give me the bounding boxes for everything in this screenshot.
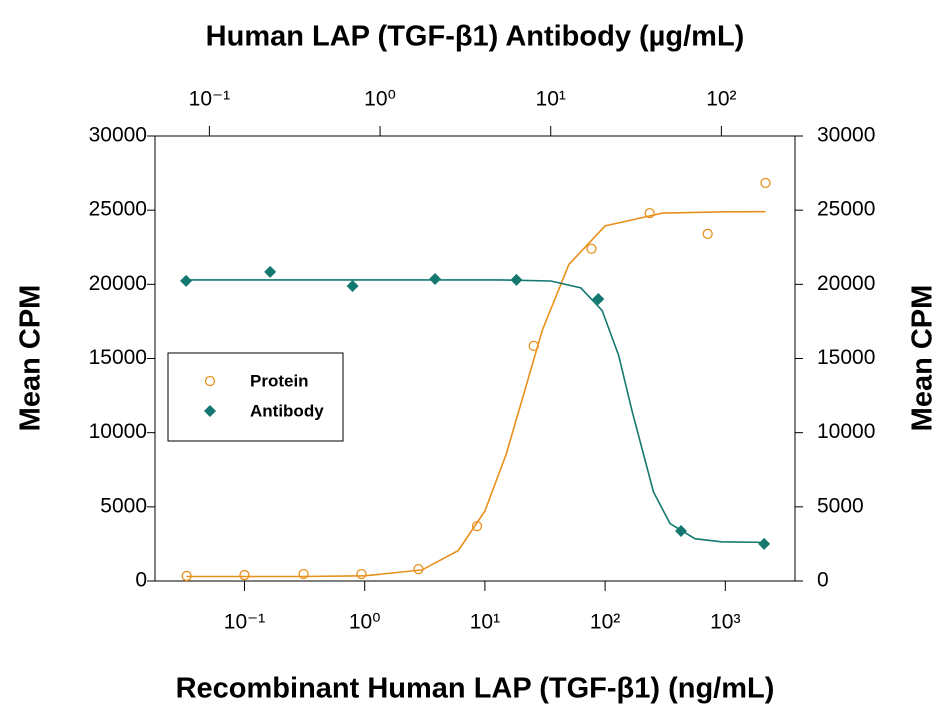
data-point [760,177,771,189]
y2-axis-title: Mean CPM [907,285,939,432]
x-tick-label: 10⁻¹ [224,611,265,634]
y-axis-title: Mean CPM [15,285,47,432]
legend-marker [204,405,216,417]
y-tick-label: 15000 [89,346,147,369]
y2-tick-label: 0 [817,569,829,592]
x-tick-label: 10⁰ [349,611,381,634]
data-point [675,525,688,538]
data-point [702,228,713,240]
data-point [298,568,309,580]
data-point [180,274,193,287]
x-tick-label: 10¹ [470,611,500,634]
x2-tick-label: 10² [706,88,736,111]
x-tick-label: 10² [590,611,620,634]
y2-tick-label: 20000 [817,272,875,295]
y-tick-label: 0 [135,569,147,592]
data-point [356,568,367,580]
y-tick-label: 20000 [89,272,147,295]
y-tick-label: 5000 [100,494,147,517]
data-point [264,265,277,278]
legend [167,352,344,442]
data-point [471,520,483,532]
legend-label: Antibody [250,401,324,420]
y-tick-label: 25000 [89,198,147,221]
data-point [528,340,539,352]
x2-tick-label: 10⁻¹ [189,88,230,111]
y-tick-label: 30000 [89,124,147,147]
x2-tick-label: 10¹ [536,88,566,111]
data-point [239,569,250,581]
y2-tick-label: 5000 [817,494,864,517]
legend-marker [204,375,216,387]
y2-tick-label: 15000 [817,346,875,369]
data-point [346,279,359,292]
y-tick-label: 10000 [89,420,147,443]
data-point [510,273,523,286]
top-axis-title: Human LAP (TGF-β1) Antibody (µg/mL) [206,21,745,53]
data-point [592,293,605,306]
legend-label: Protein [250,371,309,390]
data-point [413,563,424,575]
y2-tick-label: 25000 [817,198,875,221]
data-point [586,243,597,254]
x2-tick-label: 10⁰ [364,88,396,111]
data-point [644,207,655,219]
fit-curve [186,210,766,578]
data-point [758,537,771,550]
fit-curve [186,279,765,544]
data-point [181,570,192,582]
x-tick-label: 10³ [710,611,740,634]
y2-tick-label: 30000 [817,124,875,147]
data-point [429,272,442,285]
bottom-axis-title: Recombinant Human LAP (TGF-β1) (ng/mL) [176,673,775,705]
y2-tick-label: 10000 [817,420,875,443]
